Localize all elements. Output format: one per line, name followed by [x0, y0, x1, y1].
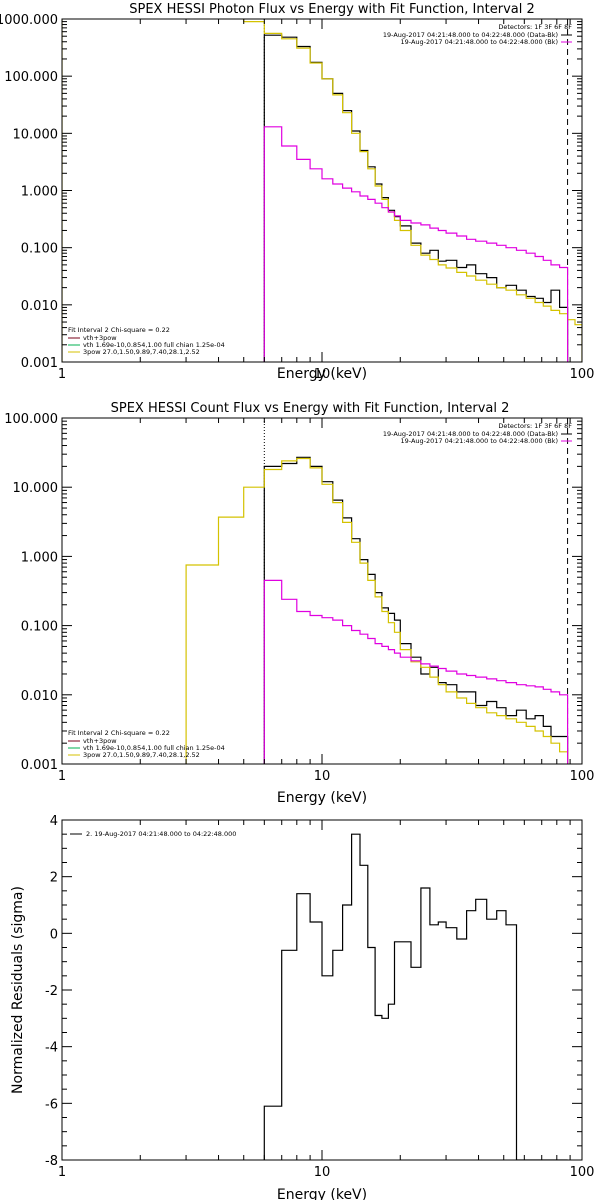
count-flux-fit-legend: Fit Interval 2 Chi-square = 0.22 vth+3po…: [68, 729, 225, 759]
residuals-frame: [61, 819, 583, 1161]
residuals-y-tick-label: 2: [50, 871, 58, 886]
photon-flux-fit-header: Fit Interval 2 Chi-square = 0.22: [68, 326, 170, 334]
residuals-x-tick-label: 100: [570, 1165, 595, 1180]
count-flux-y-tick-label: 0.100: [21, 620, 58, 635]
residuals-series-residuals: [263, 833, 568, 1160]
count-flux-legend-data-label: 19-Aug-2017 04:21:48.000 to 04:22:48.000…: [383, 430, 558, 438]
residuals-y-axis-label: Normalized Residuals (sigma): [10, 886, 26, 1094]
photon-flux-detectors-text: Detectors: 1F 3F 6F 8F: [498, 23, 572, 31]
photon-flux-series-bk: [263, 126, 569, 362]
residuals-x-tick-label: 1: [58, 1165, 66, 1180]
count-flux-y-tick-label: 1.000: [21, 550, 58, 565]
count-flux-y-tick-label: 10.000: [13, 481, 59, 496]
residuals-x-axis-label: Energy (keV): [277, 1187, 367, 1200]
count-flux-legend-3pow-label: 3pow 27.0,1.50,9.89,7.40,28.1,2.52: [83, 751, 200, 759]
count-flux-legend-vth-label: vth 1.69e-10,0.854,1.00 full chian 1.25e…: [83, 744, 225, 752]
photon-flux-y-tick-label: 1.000: [21, 185, 58, 200]
count-flux-detectors-text: Detectors: 1F 3F 6F 8F: [498, 422, 572, 430]
count-flux-title: SPEX HESSI Count Flux vs Energy with Fit…: [111, 401, 510, 416]
photon-flux-series-data-bk: [263, 34, 569, 362]
photon-flux-legend-data-label: 19-Aug-2017 04:21:48.000 to 04:22:48.000…: [383, 31, 558, 39]
photon-flux-x-tick-label: 10: [314, 367, 331, 382]
photon-flux-y-tick-label: 0.100: [21, 242, 58, 257]
photon-flux-fit-legend: Fit Interval 2 Chi-square = 0.22 vth+3po…: [68, 326, 225, 356]
residuals-legend-label: 2. 19-Aug-2017 04:21:48.000 to 04:22:48.…: [86, 830, 236, 838]
photon-flux-legend-vth3pow-label: vth+3pow: [83, 334, 117, 342]
count-flux-x-tick-label: 10: [314, 769, 331, 784]
residuals-y-tick-label: -4: [45, 1041, 58, 1056]
residuals-x-tick-label: 10: [314, 1165, 331, 1180]
count-flux-x-tick-label: 1: [58, 769, 66, 784]
residuals-panel: 1 10 100 -8 -6 -4 -2 0 2 4 Energy (keV) Normalize…: [10, 814, 594, 1200]
photon-flux-title: SPEX HESSI Photon Flux vs Energy with Fi…: [129, 2, 535, 17]
residuals-y-tick-label: 0: [50, 927, 58, 942]
count-flux-x-axis-label: Energy (keV): [277, 790, 367, 806]
residuals-y-tick-label: -2: [45, 984, 58, 999]
residuals-y-tick-label: -6: [45, 1097, 58, 1112]
count-flux-detector-legend: Detectors: 1F 3F 6F 8F 19-Aug-2017 04:21…: [383, 422, 572, 445]
photon-flux-y-tick-label: 0.010: [21, 299, 58, 314]
residuals-legend: 2. 19-Aug-2017 04:21:48.000 to 04:22:48.…: [70, 830, 236, 838]
count-flux-x-tick-label: 100: [570, 769, 595, 784]
photon-flux-x-tick-label: 100: [570, 367, 595, 382]
residuals-y-tick-label: -8: [45, 1154, 58, 1169]
photon-flux-x-axis-label: Energy (keV): [277, 366, 367, 382]
count-flux-panel: SPEX HESSI Count Flux vs Energy with Fit…: [4, 401, 594, 806]
photon-flux-detector-legend: Detectors: 1F 3F 6F 8F 19-Aug-2017 04:21…: [383, 23, 572, 46]
photon-flux-legend-vth-label: vth 1.69e-10,0.854,1.00 full chian 1.25e…: [83, 341, 225, 349]
photon-flux-legend-3pow-label: 3pow 27.0,1.50,9.89,7.40,28.1,2.52: [83, 348, 200, 356]
photon-flux-series-vth3pow-model: [62, 19, 582, 362]
count-flux-series-bk: [263, 579, 569, 764]
photon-flux-panel: SPEX HESSI Photon Flux vs Energy with Fi…: [0, 2, 595, 382]
count-flux-fit-header: Fit Interval 2 Chi-square = 0.22: [68, 729, 170, 737]
photon-flux-y-tick-label: 1000.000: [0, 13, 58, 28]
count-flux-legend-vth3pow-label: vth+3pow: [83, 737, 117, 745]
photon-flux-legend-bk-label: 19-Aug-2017 04:21:48.000 to 04:22:48.000…: [401, 38, 558, 46]
count-flux-y-tick-label: 0.001: [21, 758, 58, 773]
count-flux-y-tick-label: 100.000: [4, 412, 58, 427]
count-flux-legend-bk-label: 19-Aug-2017 04:21:48.000 to 04:22:48.000…: [401, 437, 558, 445]
count-flux-series-vth3pow-model: [185, 457, 569, 764]
photon-flux-y-tick-label: 10.000: [13, 127, 59, 142]
photon-flux-y-tick-label: 0.001: [21, 356, 58, 371]
count-flux-series-data-bk: [263, 456, 569, 764]
photon-flux-x-tick-label: 1: [58, 367, 66, 382]
residuals-y-tick-label: 4: [50, 814, 58, 829]
count-flux-y-tick-label: 0.010: [21, 689, 58, 704]
photon-flux-y-tick-label: 100.000: [4, 70, 58, 85]
